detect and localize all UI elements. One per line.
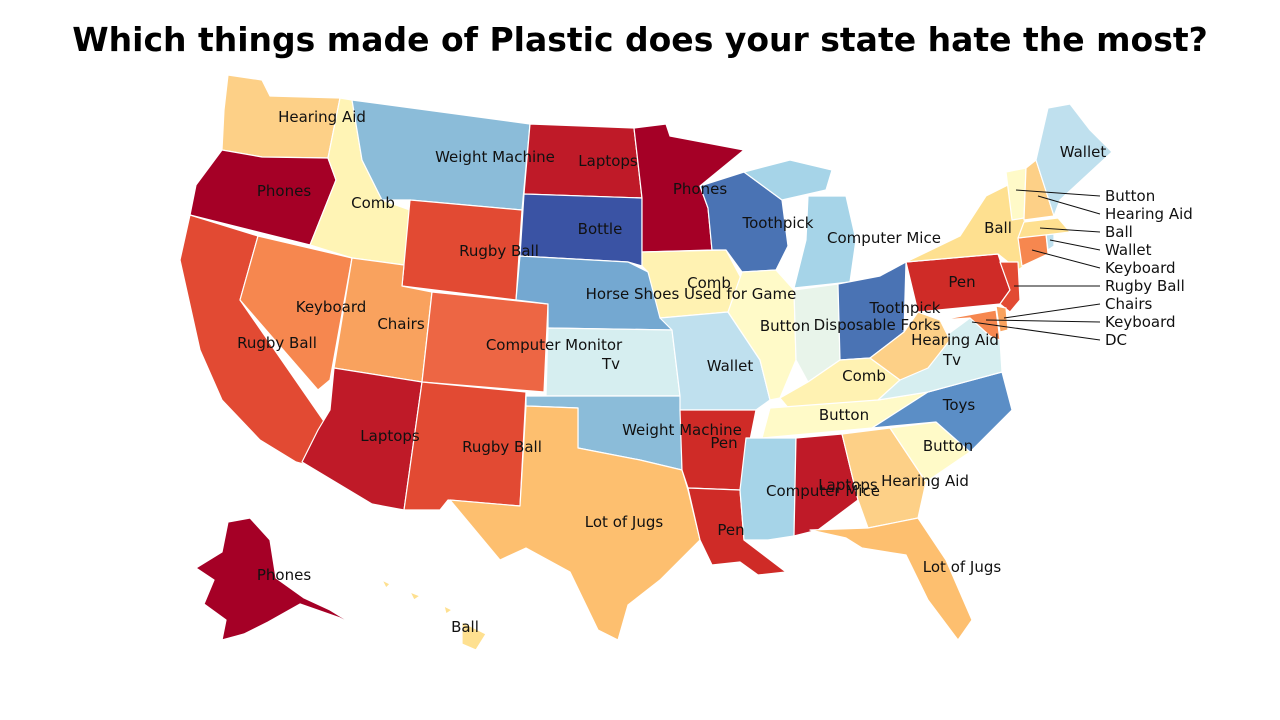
state-AL[interactable] xyxy=(793,433,859,537)
state-label-VA: Tv xyxy=(942,351,961,369)
leader-line-NH xyxy=(1037,195,1101,215)
state-label-UT: Chairs xyxy=(377,315,425,333)
callout-label-DC: DC xyxy=(1105,331,1127,349)
state-label-TN: Button xyxy=(819,406,869,424)
state-label-WY: Rugby Ball xyxy=(459,242,539,260)
state-label-IN: Disposable Forks xyxy=(814,316,941,334)
state-label-MN: Phones xyxy=(673,180,727,198)
state-label-SD: Bottle xyxy=(578,220,623,238)
state-label-NY: Ball xyxy=(984,219,1012,237)
state-MI-UP[interactable] xyxy=(743,159,833,201)
state-SD[interactable] xyxy=(519,193,643,267)
callout-label-VT: Button xyxy=(1105,187,1155,205)
state-AK[interactable] xyxy=(195,517,357,641)
callout-label-MA: Ball xyxy=(1105,223,1133,241)
state-WV[interactable] xyxy=(869,311,951,381)
state-label-AR: Pen xyxy=(710,434,737,452)
callout-label-MD: Keyboard xyxy=(1105,313,1176,331)
callout-label-NH: Hearing Aid xyxy=(1105,205,1193,223)
state-label-NM: Rugby Ball xyxy=(462,438,542,456)
state-label-SC: Button xyxy=(923,437,973,455)
state-labels: Hearing Aid Phones Rugby Ball Comb Keyboard W… xyxy=(237,108,1106,636)
state-label-MT: Weight Machine xyxy=(435,148,555,166)
state-CO[interactable] xyxy=(421,291,549,393)
leader-line-MA xyxy=(1039,227,1101,233)
leader-line-RI xyxy=(1049,239,1101,251)
state-label-FL: Lot of Jugs xyxy=(923,558,1002,576)
callout-label-CT: Keyboard xyxy=(1105,259,1176,277)
state-label-AZ: Laptops xyxy=(360,427,420,445)
state-NV[interactable] xyxy=(239,235,353,391)
state-label-AK: Phones xyxy=(257,566,311,584)
state-label-ID: Comb xyxy=(351,194,395,212)
state-label-CA: Rugby Ball xyxy=(237,334,317,352)
state-label-LA: Pen xyxy=(717,521,744,539)
map-title: Which things made of Plastic does your s… xyxy=(72,20,1208,59)
state-label-WA: Hearing Aid xyxy=(278,108,366,126)
callout-label-DE: Chairs xyxy=(1105,295,1153,313)
state-TX[interactable] xyxy=(449,405,701,641)
state-label-GA: Hearing Aid xyxy=(881,472,969,490)
state-label-CO: Computer Monitor xyxy=(486,336,623,354)
state-RI[interactable] xyxy=(1045,233,1055,251)
state-label-HI: Ball xyxy=(451,618,479,636)
state-label-OH: Toothpick xyxy=(869,299,941,317)
state-label-PA: Pen xyxy=(948,273,975,291)
state-label-WV: Hearing Aid xyxy=(911,331,999,349)
state-label-NV: Keyboard xyxy=(296,298,367,316)
state-label-MI: Computer Mice xyxy=(827,229,941,247)
callout-label-RI: Wallet xyxy=(1105,241,1152,259)
state-label-KS: Tv xyxy=(601,355,620,373)
state-NM[interactable] xyxy=(403,381,527,511)
state-label-ME: Wallet xyxy=(1060,143,1107,161)
state-HI[interactable] xyxy=(381,579,487,651)
state-label-IA: Comb xyxy=(687,274,731,292)
state-label-KY: Comb xyxy=(842,367,886,385)
leader-line-CT xyxy=(1031,249,1101,269)
state-label-WI: Toothpick xyxy=(742,214,814,232)
state-label-NC: Toys xyxy=(942,396,976,414)
leader-line-DE xyxy=(1003,303,1101,319)
state-label-MO: Wallet xyxy=(707,357,754,375)
state-NJ[interactable] xyxy=(999,261,1021,313)
state-label-ND: Laptops xyxy=(578,152,638,170)
state-label-TX: Lot of Jugs xyxy=(585,513,664,531)
state-label-OR: Phones xyxy=(257,182,311,200)
state-FL[interactable] xyxy=(809,517,973,641)
state-MD[interactable] xyxy=(939,309,1001,341)
leader-line-MD xyxy=(985,319,1101,323)
state-label-OK: Weight Machine xyxy=(622,421,742,439)
state-label-NE: Horse Shoes Used for Game xyxy=(586,285,797,303)
state-label-AL: Laptops xyxy=(818,476,878,494)
leader-line-VT xyxy=(1015,189,1101,197)
state-label-IL: Button xyxy=(760,317,810,335)
callout-label-NJ: Rugby Ball xyxy=(1105,277,1185,295)
state-ME[interactable] xyxy=(1035,103,1113,217)
leader-line-DC xyxy=(971,321,1101,341)
state-label-MS: Computer Mice xyxy=(766,482,880,500)
